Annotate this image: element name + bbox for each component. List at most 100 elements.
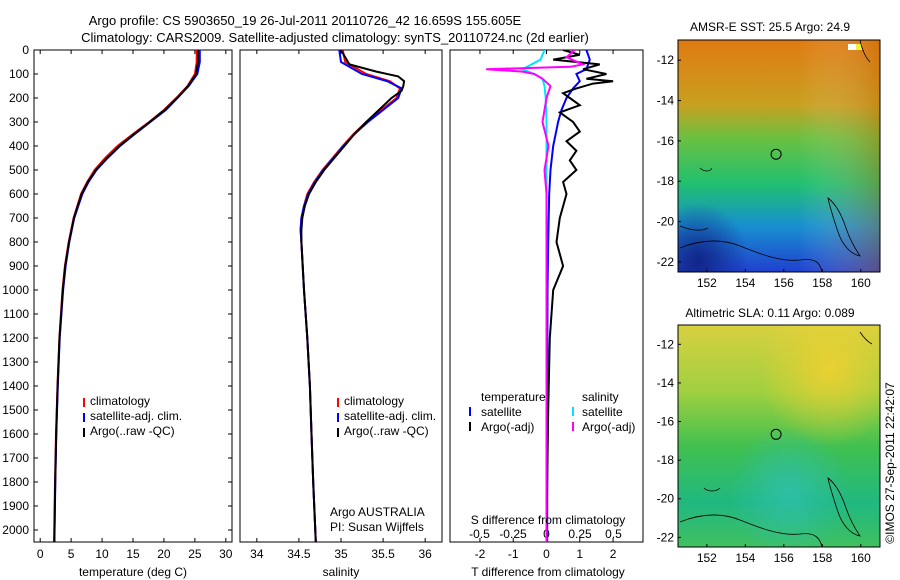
sst-argo-position-marker xyxy=(770,148,782,160)
temperature-axes xyxy=(33,49,233,543)
map-lat-tick-label: -12 xyxy=(657,337,675,351)
map-lon-tick-label: 160 xyxy=(851,551,871,565)
sst-map-frame xyxy=(677,39,881,273)
map-lat-tick-label: -20 xyxy=(657,215,675,229)
map-lon-tick-label: 158 xyxy=(812,551,832,565)
difference-lines xyxy=(486,50,614,542)
float-pi-label: PI: Susan Wijffels xyxy=(330,520,424,534)
map-lat-tick-label: -18 xyxy=(657,453,675,467)
legend-climatology-label: climatology xyxy=(90,394,150,408)
map-lat-tick-label: -20 xyxy=(657,492,675,506)
legend-salinity-title: salinity xyxy=(582,390,619,404)
legend-climatology-label: climatology xyxy=(344,394,404,408)
x-tick-label: 36 xyxy=(418,547,432,561)
depth-tick-label: 600 xyxy=(9,187,29,201)
x-tick-label: 25 xyxy=(188,547,202,561)
sst-map-missing-pixel xyxy=(856,44,862,50)
depth-tick-label: 400 xyxy=(9,139,29,153)
depth-tick-label: 1800 xyxy=(2,475,29,489)
top-tick-label: -0.5 xyxy=(469,527,490,541)
depth-tick-label: 1600 xyxy=(2,427,29,441)
difference-x-ticks: -2 -1 0 1 2 xyxy=(475,50,617,561)
map-lat-tick-label: -14 xyxy=(657,376,675,390)
depth-tick-label: 1700 xyxy=(2,451,29,465)
x-tick-label: 15 xyxy=(126,547,140,561)
depth-tick-label: 0 xyxy=(22,43,29,57)
x-tick-label: 1 xyxy=(576,547,583,561)
map-lat-tick-label: -16 xyxy=(657,415,675,429)
legend-sal-satellite-label: satellite xyxy=(582,405,623,419)
sst-map-title: AMSR-E SST: 25.5 Argo: 24.9 xyxy=(690,20,850,34)
difference-x-label: T difference from climatology xyxy=(471,565,625,579)
x-tick-label: 34 xyxy=(250,547,264,561)
salinity-x-label: salinity xyxy=(323,565,360,579)
depth-tick-label: 100 xyxy=(9,67,29,81)
map-lon-tick-label: 160 xyxy=(851,276,871,290)
depth-tick-label: 900 xyxy=(9,259,29,273)
depth-tick-label: 1400 xyxy=(2,379,29,393)
x-tick-label: 35.5 xyxy=(371,547,395,561)
top-tick-label: 0.25 xyxy=(568,527,592,541)
depth-tick-label: 2000 xyxy=(2,523,29,537)
legend-temp-argo-label: Argo(-adj) xyxy=(481,420,534,434)
difference-legend: temperature satellite Argo(-adj) salinit… xyxy=(469,390,635,434)
salinity-axes xyxy=(239,49,443,543)
temperature-panel: 0100200300400500600700800900100011001200… xyxy=(2,43,643,579)
legend-satellite-label: satellite-adj. clim. xyxy=(90,409,182,423)
temperature-x-label: temperature (deg C) xyxy=(79,565,187,579)
map-lat-tick-label: -22 xyxy=(657,530,675,544)
map-lon-tick-label: 152 xyxy=(697,276,717,290)
map-lat-tick-label: -12 xyxy=(657,53,675,67)
x-tick-label: 5 xyxy=(68,547,75,561)
sst-map-missing-pixel xyxy=(848,44,856,50)
sla-map-low-shade xyxy=(678,325,880,547)
sst-map-cold-shade xyxy=(678,40,880,272)
x-tick-label: -2 xyxy=(475,547,486,561)
series-line-salinity-argo-adj- xyxy=(486,50,586,542)
depth-tick-label: 1500 xyxy=(2,403,29,417)
x-tick-label: 20 xyxy=(157,547,171,561)
map-lat-tick-label: -18 xyxy=(657,174,675,188)
map-lon-tick-label: 156 xyxy=(774,276,794,290)
x-tick-label: 35 xyxy=(334,547,348,561)
depth-tick-label: 1100 xyxy=(3,307,29,321)
depth-tick-label: 500 xyxy=(9,163,29,177)
top-tick-label: -0.25 xyxy=(499,527,527,541)
series-line-temperature-satellite xyxy=(546,50,591,542)
map-lat-tick-label: -22 xyxy=(657,255,675,269)
depth-tick-label: 800 xyxy=(9,235,29,249)
map-lat-tick-label: -14 xyxy=(657,94,675,108)
legend-temp-satellite-label: satellite xyxy=(481,405,522,419)
depth-tick-label: 1200 xyxy=(2,331,29,345)
series-line-argo-raw-qc- xyxy=(53,50,199,542)
x-tick-label: 10 xyxy=(95,547,109,561)
series-line-argo-raw-qc- xyxy=(300,50,406,542)
difference-top-label: S difference from climatology xyxy=(471,513,626,527)
depth-tick-label: 1300 xyxy=(2,355,29,369)
legend-temperature-title: temperature xyxy=(481,390,546,404)
imos-timestamp: ©IMOS 27-Sep-2011 22:42:07 xyxy=(883,382,897,544)
sst-map-ticks: 152 154 156 158 160 -12 -14 -16 -18 -20 -22 xyxy=(657,53,871,290)
legend-satellite-label: satellite-adj. clim. xyxy=(344,409,436,423)
depth-tick-label: 1900 xyxy=(2,499,29,513)
map-lon-tick-label: 158 xyxy=(812,276,832,290)
legend-sal-argo-label: Argo(-adj) xyxy=(582,420,635,434)
sla-map-ticks: 152 154 156 158 160 -12 -14 -16 -18 -20 -22 xyxy=(657,337,871,565)
x-tick-label: 2 xyxy=(610,547,617,561)
top-tick-label: 0.5 xyxy=(605,527,622,541)
sla-map-title: Altimetric SLA: 0.11 Argo: 0.089 xyxy=(685,306,855,320)
salinity-x-ticks: 34 34.5 35 35.5 36 xyxy=(250,50,432,561)
series-line-temperature-argo-adj- xyxy=(545,50,614,542)
depth-tick-label: 700 xyxy=(9,211,29,225)
figure-title-line1: Argo profile: CS 5903650_19 26-Jul-2011 … xyxy=(89,13,522,28)
difference-panel: -2 -1 0 1 2 -0.5 -0.25 0 0.25 0.5 T difference f… xyxy=(449,49,644,579)
salinity-panel: 34 34.5 35 35.5 36 salinity climatology sate… xyxy=(239,49,443,579)
map-lat-tick-label: -16 xyxy=(657,134,675,148)
depth-tick-label: 200 xyxy=(9,91,29,105)
sla-map-coastline xyxy=(679,331,873,548)
legend-argo-label: Argo(..raw -QC) xyxy=(90,424,175,438)
sla-map-frame xyxy=(677,324,881,548)
x-tick-label: 0 xyxy=(543,547,550,561)
map-lon-tick-label: 154 xyxy=(735,551,755,565)
